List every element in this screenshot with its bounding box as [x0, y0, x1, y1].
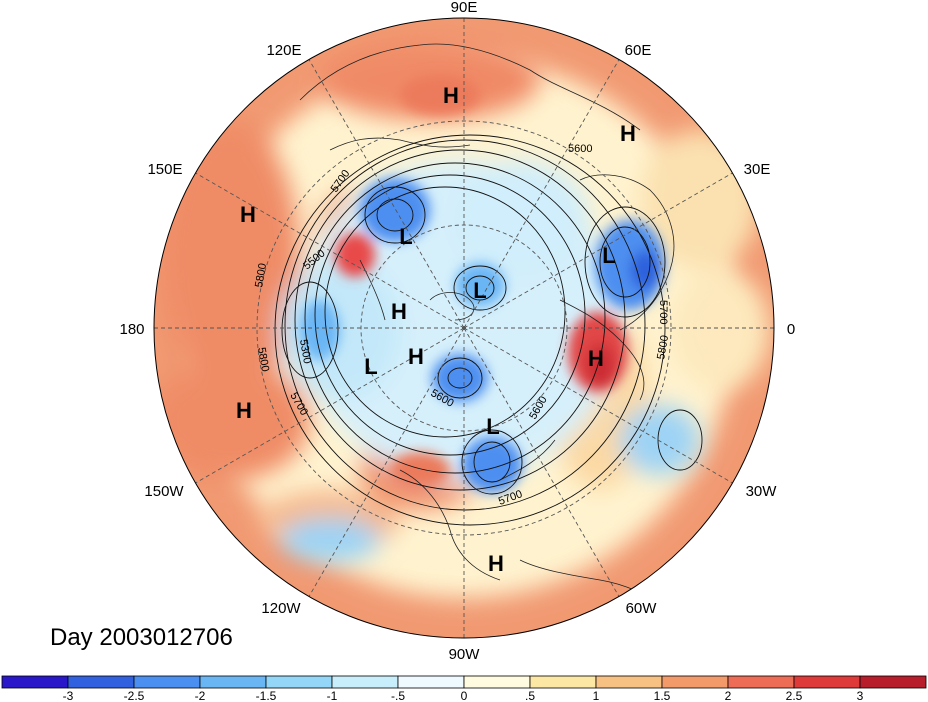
colorbar-tick-label: 0	[461, 689, 468, 702]
high-marker: H	[488, 551, 504, 576]
colorbar-swatch	[529, 675, 597, 689]
low-marker: L	[486, 414, 499, 439]
colorbar-tick-label: 3	[857, 689, 864, 702]
contour-label: 5700	[657, 300, 669, 324]
contour-label: 5600	[568, 143, 592, 155]
lon-label-0: 0	[787, 321, 795, 338]
high-marker: H	[391, 299, 407, 324]
low-marker: L	[602, 243, 615, 268]
contour-label: 5300	[297, 338, 313, 364]
colorbar-swatch	[859, 675, 927, 689]
high-marker: H	[620, 121, 636, 146]
graticule	[154, 18, 774, 638]
high-marker: H	[408, 344, 424, 369]
map-boundary	[153, 17, 775, 639]
low-marker: L	[399, 224, 412, 249]
lon-label-150w: 150W	[144, 483, 184, 500]
lon-label-90e: 90E	[451, 0, 478, 16]
colorbar-swatch	[1, 675, 69, 689]
colorbar-swatch	[661, 675, 729, 689]
longitude-labels: 90E 60E 30E 0 30W 60W 90W 120W 150W 180 …	[119, 0, 795, 663]
pressure-centers: H H H L L L H H L H H L H	[236, 83, 636, 576]
colorbar-tick-label: -3	[63, 689, 74, 702]
colorbar-swatch	[727, 675, 795, 689]
colorbar-tick-label: -.5	[391, 689, 405, 702]
colorbar-swatch	[595, 675, 663, 689]
colorbar-swatch	[199, 675, 267, 689]
contour-label: 5800	[253, 262, 269, 288]
high-marker: H	[588, 346, 604, 371]
colorbar-tick-label: -2	[195, 689, 206, 702]
colorbar-tick-label: -1.5	[256, 689, 277, 702]
high-marker: H	[236, 398, 252, 423]
colorbar-tick-label: 1	[593, 689, 600, 702]
lon-label-60w: 60W	[626, 600, 658, 617]
colorbar-tick-label: 1.5	[654, 689, 671, 702]
anomaly-field	[154, 18, 774, 638]
colorbar-tick-label: -2.5	[124, 689, 145, 702]
colorbar-swatch	[331, 675, 399, 689]
colorbar-swatch	[463, 675, 531, 689]
colorbar-swatch	[793, 675, 861, 689]
low-marker: L	[473, 278, 486, 303]
lon-label-120w: 120W	[261, 600, 301, 617]
colorbar-swatch	[67, 675, 135, 689]
lon-label-60e: 60E	[625, 42, 652, 59]
date-label: Day 2003012706	[50, 624, 233, 651]
lon-label-30e: 30E	[744, 161, 771, 178]
low-marker: L	[364, 354, 377, 379]
colorbar-tick-label: -1	[327, 689, 338, 702]
high-marker: H	[443, 83, 459, 108]
coastlines	[299, 43, 681, 621]
lon-label-150e: 150E	[147, 161, 182, 178]
colorbar-swatch	[397, 675, 465, 689]
colorbar: -3 -2.5 -2 -1.5 -1 -.5 0 .5 1 1.5 2 2.5 3	[1, 675, 927, 702]
colorbar-swatch	[133, 675, 201, 689]
lon-label-90w: 90W	[449, 646, 481, 663]
high-marker: H	[240, 202, 256, 227]
lon-label-180: 180	[119, 321, 144, 338]
colorbar-tick-label: 2	[725, 689, 732, 702]
colorbar-tick-label: 2.5	[786, 689, 803, 702]
colorbar-tick-label: .5	[525, 689, 535, 702]
contour-label: 5800	[255, 346, 271, 372]
lon-label-120e: 120E	[266, 42, 301, 59]
lon-label-30w: 30W	[746, 483, 778, 500]
colorbar-swatch	[265, 675, 333, 689]
contour-label: 5800	[655, 334, 671, 360]
height-contours	[274, 134, 703, 526]
